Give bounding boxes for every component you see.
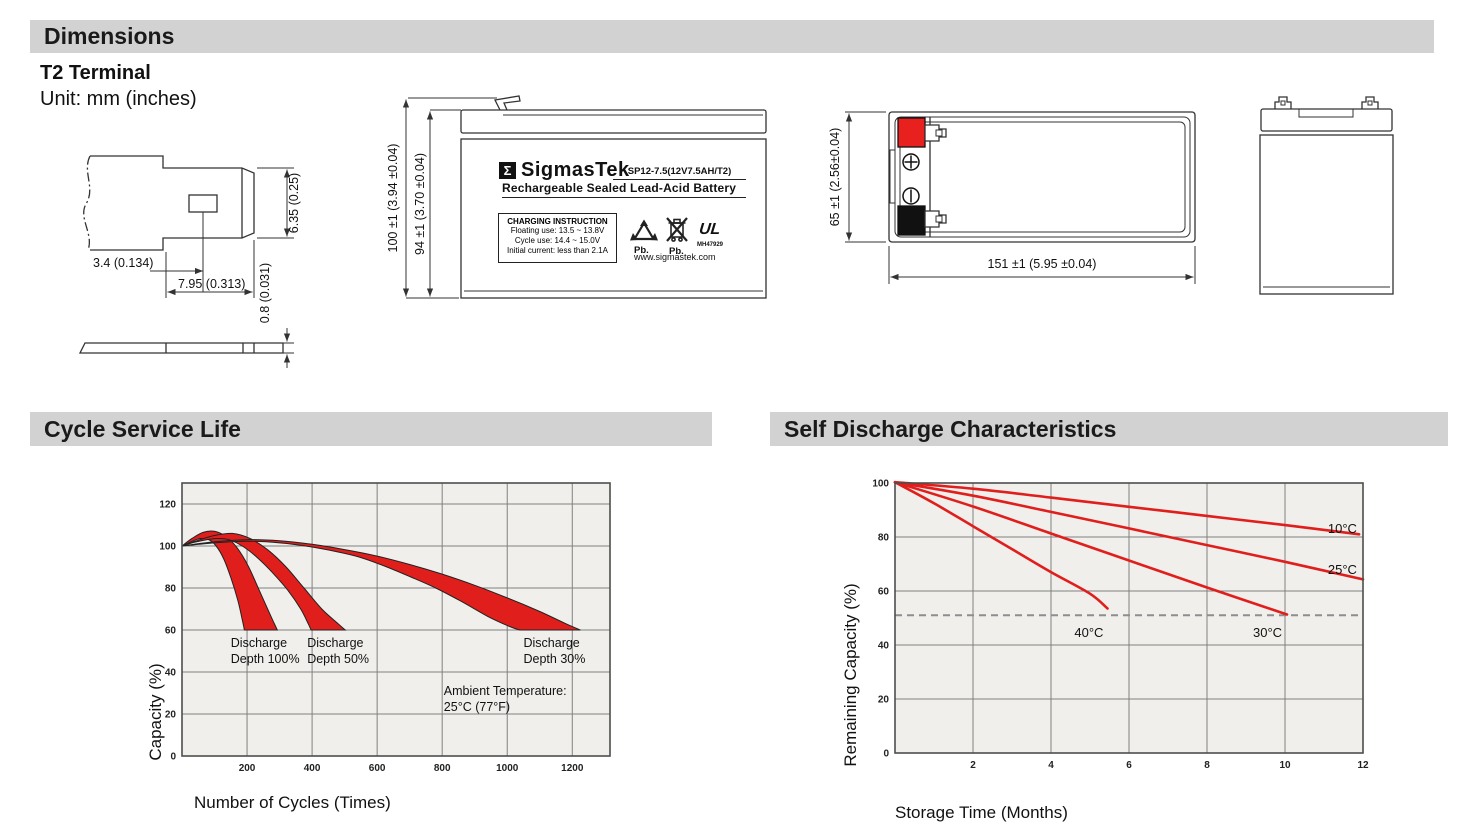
y-axis-title: Remaining Capacity (%) [841, 583, 860, 766]
terminal-type-label: T2 Terminal [40, 62, 151, 84]
charging-instruction-title: CHARGING INSTRUCTION [507, 217, 608, 226]
terminal-outline [90, 155, 255, 251]
x-tick-label: 8 [1204, 760, 1210, 771]
dim-top-length: 151 ±1 (5.95 ±0.04) [988, 257, 1097, 271]
chart-annotation: Ambient Temperature: 25°C (77°F) [444, 684, 567, 714]
plot-border [181, 482, 611, 757]
website-url: www.sigmastek.com [634, 252, 716, 262]
dim-terminal-thickness: 0.8 (0.031) [258, 263, 272, 323]
x-tick-label: 10 [1279, 760, 1291, 771]
series-line [893, 480, 1365, 581]
y-tick-label: 60 [165, 626, 177, 637]
dim-terminal-height: 6.35 (0.25) [287, 173, 301, 233]
unit-note: Unit: mm (inches) [40, 88, 197, 110]
x-tick-label: 6 [1126, 760, 1132, 771]
chart-annotation: Discharge Depth 50% [307, 636, 369, 666]
y-tick-label: 20 [165, 710, 177, 721]
x-axis-title: Number of Cycles (Times) [194, 793, 391, 812]
cycle-service-life-title: Cycle Service Life [44, 415, 241, 442]
dim-terminal-width: 7.95 (0.313) [178, 277, 245, 291]
y-tick-label: 80 [165, 584, 177, 595]
cycle-service-life-chart: 0 20 40 60 80 100 120 200 400 600 800 1000 1200 Disch… [146, 482, 611, 812]
dim-front-total-height: 100 ±1 (3.94 ±0.04) [386, 144, 400, 253]
y-tick-label: 60 [878, 587, 890, 598]
terminal-strip-profile [78, 342, 284, 354]
y-axis-title: Capacity (%) [146, 663, 165, 760]
series-label: 10°C [1328, 521, 1357, 536]
brand-name: SigmasTek [521, 159, 630, 181]
negative-terminal-icon [897, 205, 926, 236]
x-tick-label: 4 [1048, 760, 1054, 771]
y-tick-label: 20 [878, 695, 890, 706]
pb-recycle-label: Pb. [634, 245, 649, 256]
charging-line-cycle: Cycle use: 14.4 ~ 15.0V [514, 236, 601, 245]
y-tick-label: 40 [165, 668, 177, 679]
y-tick-label: 80 [878, 533, 890, 544]
series-line [893, 480, 1109, 610]
terminal-hole [188, 194, 218, 213]
y-tick-label: 40 [878, 641, 890, 652]
pb-bin-label: Pb. [669, 246, 684, 257]
vent-tab [494, 95, 521, 111]
dimensions-title: Dimensions [44, 23, 175, 49]
y-tick-label: 0 [883, 749, 889, 760]
cycle-service-life-section-header: Cycle Service Life [30, 412, 712, 446]
charging-instruction-box: CHARGING INSTRUCTION Floating use: 13.5 … [498, 213, 617, 263]
y-tick-label: 100 [159, 542, 176, 553]
x-tick-label: 1200 [561, 763, 584, 774]
break-line [83, 155, 91, 251]
recycle-icon [630, 219, 658, 241]
minus-symbol-icon [902, 187, 920, 205]
self-discharge-chart: 10°C 25°C 30°C 40°C 0 20 40 60 80 100 2 4 6 8 10 12 Stor… [841, 479, 1369, 823]
end-terminal-right [1361, 96, 1379, 109]
series-line [893, 480, 1361, 536]
model-number: SP12-7.5(12V7.5AH/T2) [613, 166, 746, 180]
battery-front-view-drawing [402, 95, 767, 299]
battery-top-view-drawing [845, 111, 1196, 284]
series-line [893, 480, 1289, 616]
end-terminal-left [1274, 96, 1292, 109]
y-tick-label: 100 [872, 479, 889, 490]
brand-sigma-logo: Σ [499, 162, 516, 179]
discharge-band [181, 539, 581, 631]
dim-terminal-offset: 3.4 (0.134) [93, 256, 153, 270]
dimension-drawings: 6.35 (0.25) 3.4 (0.134) 7.95 (0.313) 0.8… [78, 95, 1394, 368]
y-tick-label: 0 [170, 752, 176, 763]
series-label: 40°C [1074, 625, 1103, 640]
self-discharge-section-header: Self Discharge Characteristics [770, 412, 1448, 446]
crossed-bin-icon [666, 217, 688, 242]
x-tick-label: 400 [304, 763, 321, 774]
plot-border [894, 482, 1364, 754]
x-tick-label: 200 [239, 763, 256, 774]
battery-type-line: Rechargeable Sealed Lead-Acid Battery [502, 181, 746, 198]
series-label: 25°C [1328, 562, 1357, 577]
chart-annotation: Discharge Depth 30% [523, 636, 585, 666]
ul-file-number: MH47929 [697, 242, 724, 248]
plus-symbol-icon [902, 153, 920, 171]
dim-top-depth: 65 ±1 (2.56±0.04) [828, 128, 842, 227]
ul-mark-icon: UL [698, 221, 722, 238]
x-tick-label: 800 [434, 763, 451, 774]
y-tick-label: 120 [159, 500, 176, 511]
terminal-cross-section-drawing [78, 155, 294, 368]
x-tick-label: 600 [369, 763, 386, 774]
dim-front-case-height: 94 ±1 (3.70 ±0.04) [413, 153, 427, 255]
x-tick-label: 12 [1357, 760, 1369, 771]
dimensions-section-header: Dimensions [30, 20, 1434, 53]
charging-line-initial: Initial current: less than 2.1A [507, 246, 608, 255]
chart-annotation: Discharge Depth 100% [231, 636, 300, 666]
x-axis-title: Storage Time (Months) [895, 803, 1068, 822]
x-tick-label: 2 [970, 760, 976, 771]
charging-line-floating: Floating use: 13.5 ~ 13.8V [510, 226, 605, 235]
positive-terminal-icon [897, 117, 926, 148]
self-discharge-title: Self Discharge Characteristics [784, 415, 1117, 442]
series-label: 30°C [1253, 625, 1282, 640]
battery-end-view-drawing [1259, 96, 1394, 295]
x-tick-label: 1000 [496, 763, 519, 774]
